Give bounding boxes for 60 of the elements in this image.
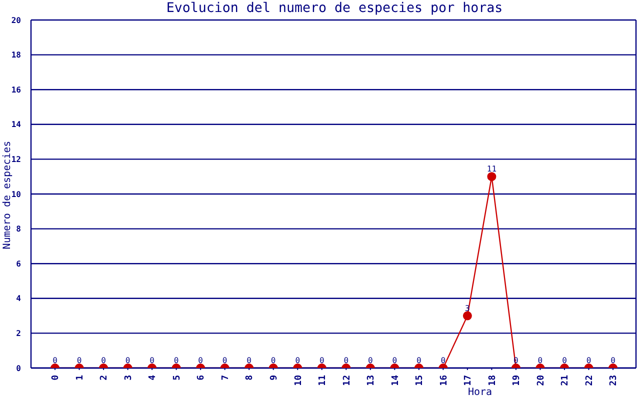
y-tick-label: 2	[16, 329, 22, 338]
y-tick-label: 0	[16, 364, 22, 373]
data-label: 0	[270, 356, 276, 365]
x-tick-label: 14	[390, 374, 401, 386]
data-label: 0	[222, 356, 228, 365]
x-tick-label: 23	[609, 375, 620, 386]
y-tick-label: 14	[11, 120, 22, 130]
x-tick-label: 8	[245, 375, 256, 380]
x-tick-label: 17	[464, 375, 474, 386]
data-label: 0	[416, 356, 422, 365]
data-label: 0	[368, 356, 373, 365]
data-label: 0	[198, 356, 204, 365]
data-label: 0	[76, 356, 82, 365]
y-tick-label: 8	[16, 224, 22, 234]
x-tick-label: 4	[148, 374, 158, 380]
data-label: 0	[344, 356, 349, 365]
data-label: 0	[586, 356, 592, 365]
x-tick-label: 9	[270, 375, 280, 380]
y-tick-label: 20	[11, 16, 22, 25]
y-tick-label: 18	[11, 50, 22, 60]
x-tick-label: 20	[536, 375, 546, 386]
data-label: 0	[392, 356, 398, 365]
data-label: 0	[246, 356, 252, 365]
x-tick-label: 12	[342, 375, 352, 386]
x-tick-label: 0	[51, 375, 62, 380]
data-label: 0	[440, 356, 446, 365]
x-tick-label: 2	[100, 375, 110, 380]
data-label: 0	[610, 356, 616, 365]
data-label: 0	[295, 356, 300, 365]
x-tick-label: 18	[488, 375, 498, 386]
y-tick-label: 10	[11, 190, 22, 199]
y-tick-label: 16	[11, 85, 22, 94]
x-tick-label: 21	[560, 375, 571, 386]
x-tick-label: 1	[75, 375, 86, 380]
x-tick-label: 22	[584, 375, 595, 386]
x-tick-label: 5	[172, 375, 182, 380]
data-label: 11	[486, 164, 497, 174]
x-tick-label: 10	[294, 375, 304, 386]
data-label: 0	[562, 356, 568, 365]
x-tick-label: 13	[366, 375, 377, 386]
x-tick-label: 15	[415, 375, 426, 386]
x-tick-label: 19	[512, 375, 522, 386]
data-label: 0	[52, 356, 58, 365]
data-label: 0	[125, 356, 130, 365]
y-tick-label: 4	[16, 294, 22, 304]
data-label: 0	[538, 356, 543, 365]
x-tick-label: 16	[439, 375, 450, 386]
y-tick-label: 6	[16, 259, 22, 268]
data-label: 0	[319, 356, 324, 365]
y-axis-title: Numero de especies	[2, 140, 13, 250]
data-label: 0	[101, 356, 106, 365]
x-axis-title: Hora	[468, 387, 492, 399]
x-tick-label: 11	[318, 375, 328, 386]
x-tick-label: 6	[196, 375, 207, 380]
data-label: 0	[150, 356, 155, 365]
chart-title: Evolucion del numero de especies por horas	[165, 0, 504, 18]
x-tick-label: 7	[220, 375, 231, 380]
y-tick-label: 12	[11, 155, 22, 164]
data-label: 0	[174, 356, 179, 365]
x-tick-label: 3	[124, 375, 134, 380]
